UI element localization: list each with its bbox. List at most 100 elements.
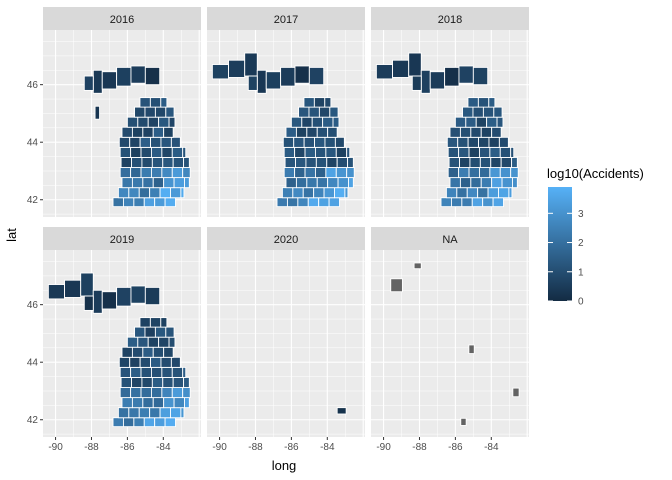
x-tick-label: -90 — [212, 442, 227, 453]
county — [475, 116, 488, 128]
county — [83, 295, 94, 311]
county — [119, 167, 132, 179]
county — [183, 156, 190, 168]
county — [478, 167, 491, 179]
facet-strip-label: 2018 — [438, 14, 462, 26]
county — [150, 387, 163, 399]
county — [143, 197, 156, 208]
county — [139, 97, 151, 108]
county — [307, 197, 320, 208]
y-axis-title: lat — [4, 228, 19, 242]
county — [498, 187, 510, 199]
county — [144, 66, 161, 86]
county — [346, 167, 355, 179]
county — [158, 116, 170, 128]
county — [318, 197, 330, 208]
county — [118, 136, 131, 148]
county — [101, 71, 118, 90]
county — [447, 146, 460, 158]
county — [325, 146, 337, 158]
county — [133, 197, 145, 208]
county — [420, 69, 431, 94]
county — [458, 167, 470, 179]
county — [285, 177, 297, 189]
county — [336, 156, 349, 168]
county — [131, 346, 144, 358]
facet-panel: 2017 — [207, 7, 365, 217]
county — [295, 156, 307, 168]
county — [375, 64, 393, 80]
county — [161, 146, 173, 158]
county — [120, 376, 132, 388]
county — [480, 126, 493, 138]
county — [170, 187, 182, 199]
county — [150, 167, 163, 179]
county — [163, 177, 175, 189]
y-tick-label: 42 — [27, 415, 39, 426]
county — [510, 146, 515, 158]
county — [152, 346, 165, 358]
county — [182, 366, 187, 378]
county — [305, 156, 317, 168]
county — [180, 407, 185, 419]
county — [499, 167, 512, 179]
county — [322, 116, 334, 128]
county — [80, 272, 94, 297]
county — [285, 126, 297, 138]
county — [470, 177, 482, 189]
county — [128, 407, 140, 419]
county — [472, 66, 489, 86]
county — [335, 167, 348, 179]
county — [131, 177, 144, 189]
county — [512, 177, 518, 189]
county — [117, 407, 130, 419]
facet-panel: 2019 42 44 46 -90 -88 -86 -84 — [27, 227, 201, 453]
county — [140, 366, 152, 378]
county-map — [336, 407, 347, 415]
county — [488, 97, 496, 108]
facet-strip — [207, 227, 365, 250]
x-tick-label: -86 — [120, 442, 135, 453]
facet-panel: 2020 -90 -88 -86 -84 — [207, 227, 365, 453]
county — [308, 106, 320, 118]
county — [161, 167, 173, 179]
county — [445, 187, 458, 199]
x-tick-label: -86 — [284, 442, 299, 453]
legend-ticks: 0 1 2 3 — [548, 209, 584, 308]
facet-strip — [371, 7, 529, 30]
county — [459, 126, 472, 138]
county — [315, 156, 328, 168]
county — [283, 146, 296, 158]
county — [171, 366, 184, 378]
county — [459, 177, 472, 189]
county — [324, 97, 332, 108]
county — [131, 376, 143, 388]
x-tick-label: -84 — [156, 442, 171, 453]
county — [112, 197, 124, 208]
county — [119, 387, 132, 399]
county-map — [211, 52, 355, 208]
county — [328, 197, 340, 208]
county — [126, 116, 139, 128]
county — [499, 146, 512, 158]
x-tick-label: -90 — [48, 442, 63, 453]
county — [461, 197, 473, 208]
county — [130, 387, 142, 399]
county — [449, 126, 461, 138]
x-tick-label: -88 — [248, 442, 263, 453]
county — [163, 346, 174, 358]
county — [131, 397, 144, 409]
county — [126, 336, 139, 348]
county — [151, 376, 164, 388]
county — [171, 146, 184, 158]
county — [130, 366, 142, 378]
facet-strip-label: 2016 — [110, 14, 134, 26]
county — [168, 336, 176, 348]
county — [118, 356, 131, 368]
county — [129, 136, 141, 148]
county — [294, 65, 310, 84]
county — [142, 346, 154, 358]
county — [294, 167, 306, 179]
county — [140, 146, 152, 158]
county-na — [512, 387, 520, 398]
